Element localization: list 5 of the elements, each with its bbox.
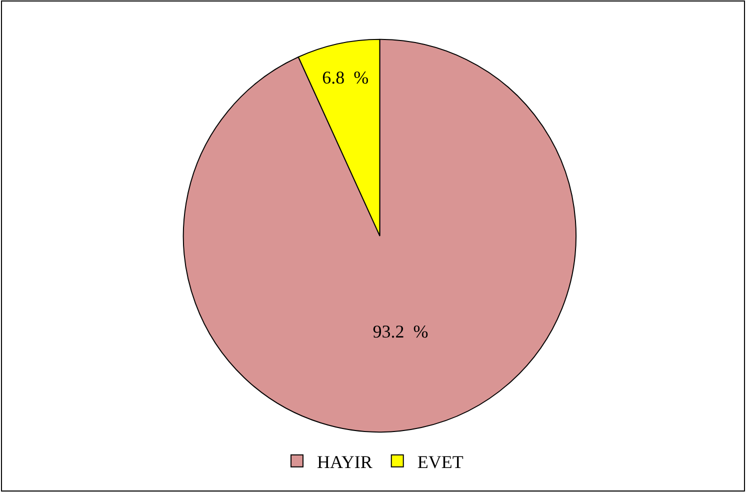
data-label: 6.8 % xyxy=(322,67,369,88)
pie-slice xyxy=(182,38,576,432)
legend-label: HAYIR xyxy=(317,452,372,472)
data-label: 93.2 % xyxy=(372,322,428,342)
legend-label: EVET xyxy=(417,452,464,472)
